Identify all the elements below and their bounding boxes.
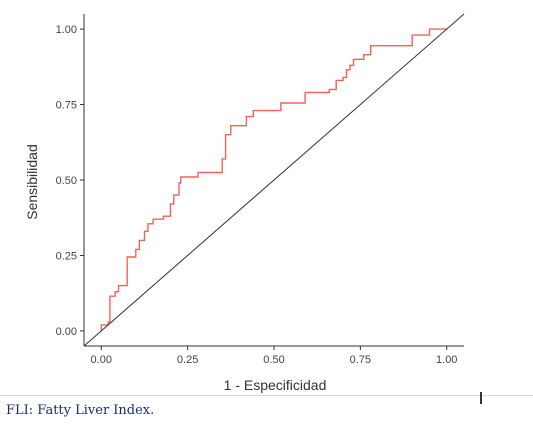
x-tick-label: 1.00 (436, 354, 457, 366)
x-tick-label: 0.50 (263, 354, 284, 366)
y-tick-label: 0.75 (56, 100, 77, 112)
x-tick-label: 0.25 (177, 354, 198, 366)
y-tick-label: 0.00 (56, 326, 77, 338)
caption-text: FLI: Fatty Liver Index. (6, 403, 155, 418)
x-tick-label: 0.00 (91, 354, 112, 366)
edge-mark (480, 392, 482, 404)
y-tick-label: 0.25 (56, 250, 77, 262)
roc-curve (100, 28, 447, 331)
x-tick-label: 0.75 (350, 354, 371, 366)
y-axis-label: Sensibilidad (24, 144, 40, 220)
figure-caption: FLI: Fatty Liver Index. (0, 395, 533, 426)
reference-diagonal (83, 13, 465, 347)
x-axis-label: 1 - Especificidad (224, 377, 327, 393)
plot-area: 0.00 0.25 0.50 0.75 1.00 0.00 0.25 0.50 0.75 1.00 (56, 13, 465, 366)
y-tick-label: 0.50 (56, 175, 77, 187)
y-tick-label: 1.00 (56, 24, 77, 36)
